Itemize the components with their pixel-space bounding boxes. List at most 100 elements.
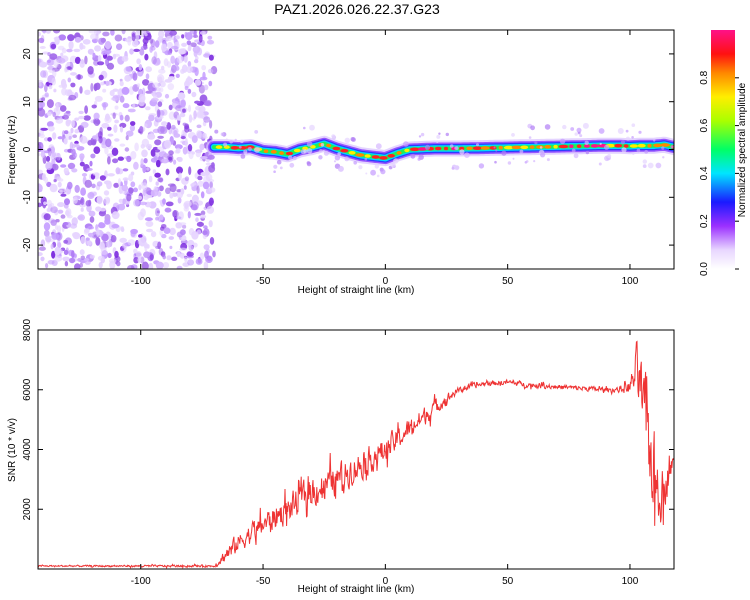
noise-blob — [98, 135, 103, 144]
noise-blob — [148, 262, 154, 269]
noise-blob — [50, 243, 54, 250]
spectrogram-y-label: Frequency (Hz) — [7, 116, 18, 185]
ridge-speckle — [244, 149, 247, 152]
noise-blob — [152, 82, 160, 89]
noise-blob — [157, 135, 164, 139]
noise-blob — [91, 183, 96, 189]
noise-blob — [94, 95, 103, 102]
noise-blob — [120, 226, 124, 230]
noise-blob — [71, 119, 75, 128]
noise-blob — [141, 149, 148, 158]
noise-blob — [38, 82, 42, 87]
noise-blob — [79, 86, 83, 94]
noise-blob — [60, 52, 64, 57]
noise-blob — [196, 110, 204, 118]
ridge-hotspot — [364, 154, 371, 158]
ridge-speckle — [380, 169, 386, 175]
noise-blob — [171, 256, 178, 261]
noise-blob — [66, 214, 73, 219]
noise-blob — [148, 175, 153, 183]
noise-blob — [93, 112, 100, 120]
ridge-speckle — [351, 137, 356, 142]
noise-blob — [137, 257, 142, 263]
ridge-speckle — [273, 170, 276, 173]
noise-blob — [195, 106, 201, 111]
noise-blob — [81, 173, 88, 177]
noise-blob — [133, 161, 139, 170]
noise-blob — [63, 130, 69, 135]
noise-blob — [182, 146, 188, 155]
ridge-speckle — [574, 132, 578, 136]
noise-blob — [154, 149, 161, 153]
ridge-hotspot — [647, 143, 652, 148]
noise-blob — [168, 150, 174, 156]
noise-blob — [182, 224, 187, 229]
noise-blob — [59, 105, 67, 112]
ridge-speckle — [364, 157, 368, 161]
noise-blob — [194, 67, 199, 77]
noise-blob — [186, 251, 194, 257]
noise-blob — [165, 168, 170, 176]
noise-blob — [194, 212, 202, 216]
noise-blob — [101, 50, 108, 56]
ridge-speckle — [337, 165, 344, 172]
ridge-speckle — [511, 133, 515, 137]
noise-blob — [130, 150, 137, 160]
noise-blob — [200, 135, 208, 139]
ridge-speckle — [493, 146, 496, 149]
noise-blob — [124, 114, 130, 122]
noise-blob — [169, 30, 177, 36]
ridge-speckle — [636, 148, 641, 153]
noise-blob — [64, 67, 68, 73]
noise-blob — [143, 242, 148, 249]
noise-blob — [38, 152, 41, 157]
noise-blob — [184, 138, 188, 147]
noise-blob — [181, 34, 185, 39]
noise-blob — [155, 207, 160, 217]
ridge-speckle — [598, 162, 602, 166]
ridge-speckle — [279, 166, 283, 170]
noise-blob — [71, 250, 75, 259]
noise-blob — [162, 262, 170, 269]
noise-blob — [99, 241, 105, 250]
noise-blob — [206, 255, 212, 262]
ridge-speckle — [625, 136, 630, 141]
noise-blob — [107, 156, 111, 165]
ridge-speckle — [276, 159, 282, 165]
noise-blob — [56, 176, 62, 181]
noise-blob — [137, 71, 143, 77]
ridge-speckle — [585, 150, 590, 155]
ridge-hotspot — [489, 146, 497, 150]
ridge-speckle — [334, 155, 341, 161]
noise-blob — [113, 124, 118, 133]
noise-blob — [92, 172, 100, 176]
noise-blob — [47, 125, 55, 132]
noise-blob — [116, 261, 121, 267]
snr-y-ticks: 2000 4000 6000 8000 — [22, 318, 674, 520]
ridge-speckle — [559, 138, 566, 144]
noise-blob — [102, 31, 110, 37]
ridge-speckle — [598, 128, 605, 134]
ridge-speckle — [454, 146, 457, 150]
noise-blob — [150, 157, 158, 163]
noise-blob — [145, 106, 151, 111]
noise-blob — [79, 249, 85, 256]
noise-blob — [55, 102, 59, 112]
noise-blob — [157, 76, 163, 83]
noise-blob — [59, 189, 63, 194]
noise-blob — [133, 248, 138, 254]
noise-blob — [190, 42, 197, 47]
colorbar-tick-label: 0.2 — [699, 214, 710, 228]
ridge-speckle — [494, 160, 497, 164]
noise-blob — [127, 38, 132, 46]
ridge-speckle — [220, 132, 225, 136]
ridge-speckle — [424, 144, 431, 150]
noise-blob — [143, 158, 148, 164]
noise-blob — [126, 193, 132, 202]
noise-blob — [45, 263, 49, 269]
noise-blob — [92, 135, 98, 140]
noise-blob — [114, 138, 120, 142]
ridge-speckle — [621, 147, 627, 153]
ridge-speckle — [344, 156, 350, 162]
noise-blob — [63, 138, 68, 145]
